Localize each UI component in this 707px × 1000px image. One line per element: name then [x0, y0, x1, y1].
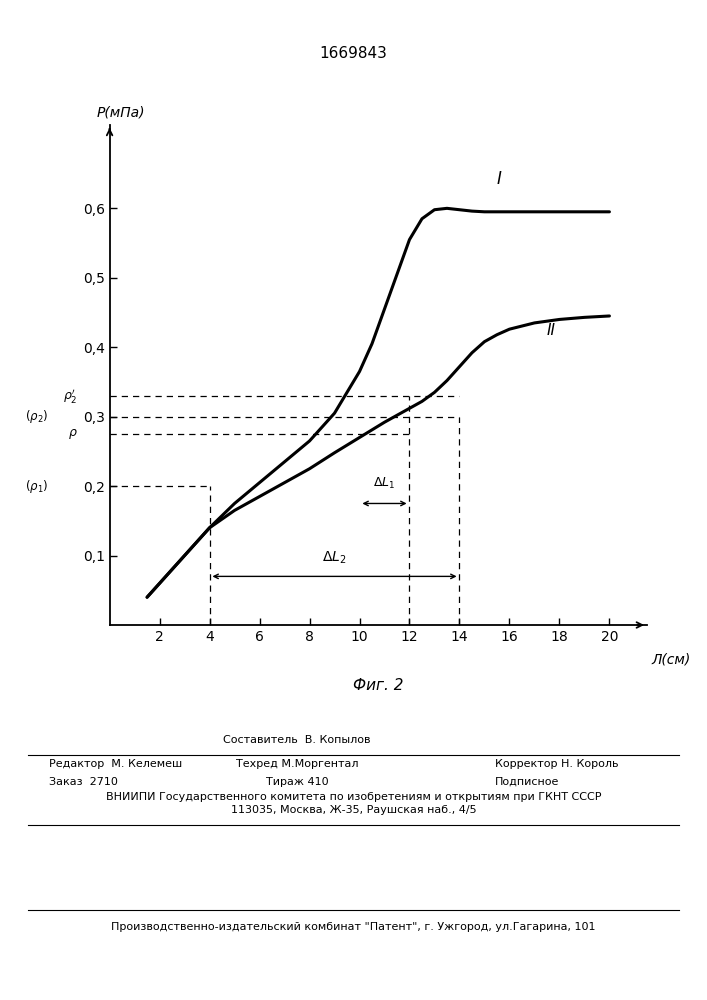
Text: $\Delta L_2$: $\Delta L_2$ — [322, 550, 346, 566]
Text: ВНИИПИ Государственного комитета по изобретениям и открытиям при ГКНТ СССР: ВНИИПИ Государственного комитета по изоб… — [106, 792, 601, 802]
Text: Производственно-издательский комбинат "Патент", г. Ужгород, ул.Гагарина, 101: Производственно-издательский комбинат "П… — [111, 922, 596, 932]
Text: Корректор Н. Король: Корректор Н. Король — [495, 759, 619, 769]
Text: Подписное: Подписное — [495, 777, 559, 787]
Text: $\rho_2'$: $\rho_2'$ — [63, 387, 77, 405]
Text: P(мПа): P(мПа) — [97, 106, 146, 120]
Text: $(\rho_2)$: $(\rho_2)$ — [25, 408, 48, 425]
Text: Техред М.Моргентал: Техред М.Моргентал — [235, 759, 358, 769]
Text: 113035, Москва, Ж-35, Раушская наб., 4/5: 113035, Москва, Ж-35, Раушская наб., 4/5 — [230, 805, 477, 815]
Text: 1669843: 1669843 — [320, 46, 387, 61]
Text: Редактор  М. Келемеш: Редактор М. Келемеш — [49, 759, 182, 769]
Text: Заказ  2710: Заказ 2710 — [49, 777, 118, 787]
Text: I: I — [497, 170, 502, 188]
Text: Фиг. 2: Фиг. 2 — [353, 678, 404, 693]
Text: Л(см): Л(см) — [652, 653, 691, 667]
Text: Тираж 410: Тираж 410 — [266, 777, 328, 787]
Text: Составитель  В. Копылов: Составитель В. Копылов — [223, 735, 370, 745]
Text: $\rho$: $\rho$ — [68, 427, 77, 441]
Text: $(\rho_1)$: $(\rho_1)$ — [25, 478, 48, 495]
Text: $\Delta L_1$: $\Delta L_1$ — [373, 476, 396, 491]
Text: II: II — [547, 323, 556, 338]
